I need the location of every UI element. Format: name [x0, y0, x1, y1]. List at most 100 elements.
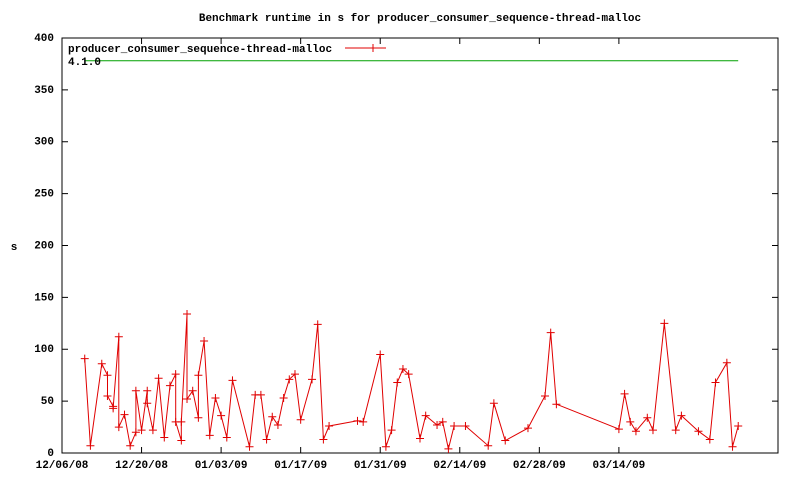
data-point: [290, 370, 299, 379]
data-point: [728, 442, 737, 451]
data-point: [211, 394, 220, 403]
data-point: [205, 431, 214, 440]
data-point: [103, 391, 112, 400]
data-point: [376, 350, 385, 359]
data-point: [671, 426, 680, 435]
x-tick-label: 02/28/09: [513, 460, 566, 472]
data-point: [177, 417, 186, 426]
y-tick-label: 200: [34, 240, 54, 252]
data-point: [381, 442, 390, 451]
data-point: [296, 415, 305, 424]
data-point: [643, 413, 652, 422]
data-point: [188, 386, 197, 395]
data-point: [279, 394, 288, 403]
x-tick-label: 12/20/08: [115, 460, 168, 472]
data-point: [114, 332, 123, 341]
data-point: [614, 425, 623, 434]
y-axis-label: s: [11, 242, 18, 254]
data-point: [648, 426, 657, 435]
data-point: [256, 390, 265, 399]
data-point: [183, 309, 192, 318]
y-tick-label: 250: [34, 189, 54, 201]
data-point: [183, 395, 192, 404]
data-point: [421, 411, 430, 420]
data-point: [620, 389, 629, 398]
y-tick-label: 0: [47, 448, 54, 460]
x-tick-label: 03/14/09: [592, 460, 645, 472]
data-point: [148, 426, 157, 435]
data-point: [398, 364, 407, 373]
data-point: [114, 423, 123, 432]
data-point: [143, 386, 152, 395]
data-point: [660, 319, 669, 328]
y-tick-label: 150: [34, 292, 54, 304]
data-point: [325, 422, 334, 431]
data-point: [194, 371, 203, 380]
data-point: [273, 420, 282, 429]
data-point: [154, 374, 163, 383]
data-point: [677, 411, 686, 420]
data-point: [97, 359, 106, 368]
data-point: [262, 435, 271, 444]
x-tick-label: 01/31/09: [354, 460, 407, 472]
data-point: [131, 428, 140, 437]
x-tick-label: 01/17/09: [274, 460, 327, 472]
x-tick-label: 02/14/09: [433, 460, 486, 472]
data-point: [103, 371, 112, 380]
data-point: [433, 420, 442, 429]
data-point: [626, 417, 635, 426]
y-tick-label: 400: [34, 33, 54, 45]
data-point: [711, 378, 720, 387]
data-point: [120, 410, 129, 419]
x-tick-label: 01/03/09: [195, 460, 248, 472]
data-point: [194, 413, 203, 422]
data-point: [438, 417, 447, 426]
data-point: [308, 375, 317, 384]
y-tick-label: 350: [34, 85, 54, 97]
data-point: [552, 400, 561, 409]
data-point: [109, 404, 118, 413]
data-point: [126, 441, 135, 450]
data-point: [245, 442, 254, 451]
data-point: [200, 336, 209, 345]
data-point: [165, 381, 174, 390]
data-point: [393, 378, 402, 387]
data-point: [228, 376, 237, 385]
data-point: [285, 375, 294, 384]
data-point: [541, 391, 550, 400]
data-point: [137, 426, 146, 435]
data-point: [387, 426, 396, 435]
data-point: [734, 422, 743, 431]
data-point: [353, 416, 362, 425]
data-point: [489, 399, 498, 408]
data-point: [484, 441, 493, 450]
data-point: [222, 433, 231, 442]
data-point: [313, 320, 322, 329]
data-point: [546, 328, 555, 337]
data-point: [722, 358, 731, 367]
data-point: [461, 422, 470, 431]
data-point: [217, 411, 226, 420]
data-point: [171, 370, 180, 379]
data-point: [694, 427, 703, 436]
data-point: [177, 436, 186, 445]
data-point: [143, 399, 152, 408]
y-tick-label: 50: [41, 396, 54, 408]
data-point: [444, 444, 453, 453]
y-tick-label: 100: [34, 344, 54, 356]
x-tick-label: 12/06/08: [36, 460, 89, 472]
legend-label: producer_consumer_sequence-thread-malloc: [68, 44, 332, 56]
legend-label: 4.1.0: [68, 57, 101, 69]
data-point: [450, 422, 459, 431]
data-point: [404, 370, 413, 379]
chart-title: Benchmark runtime in s for producer_cons…: [199, 13, 641, 25]
data-point: [523, 424, 532, 433]
data-point: [131, 386, 140, 395]
data-point: [359, 417, 368, 426]
data-point: [501, 436, 510, 445]
data-point: [319, 435, 328, 444]
y-tick-label: 300: [34, 137, 54, 149]
